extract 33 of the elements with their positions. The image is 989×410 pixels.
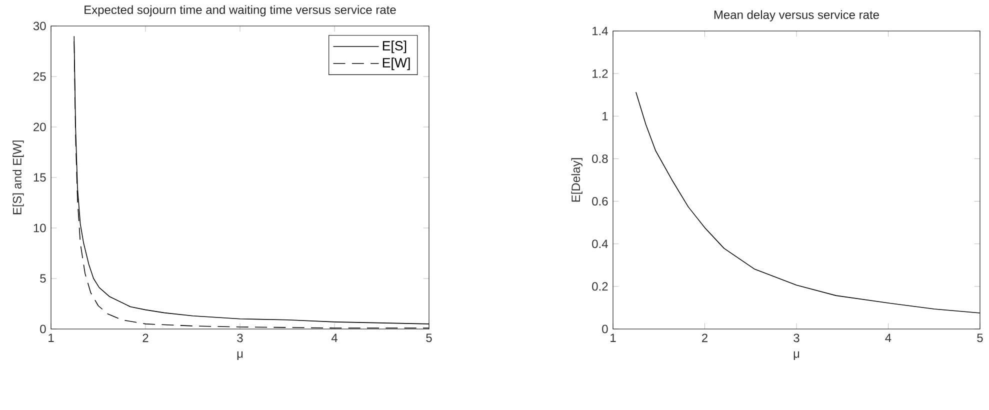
x-tick-label: 2 — [702, 334, 708, 342]
x-tick-label: 4 — [331, 334, 338, 342]
legend-label: E[S] — [382, 40, 406, 54]
x-tick-label: 3 — [237, 334, 243, 342]
x-tick-label: 1 — [610, 334, 616, 342]
legend-label: E[W] — [382, 58, 410, 70]
y-tick-label: 20 — [34, 122, 46, 132]
x-tick-label: 4 — [885, 334, 892, 342]
x-axis-title: μ — [237, 351, 243, 360]
chart-title: Expected sojourn time and waiting time versus service rate — [84, 5, 396, 16]
y-tick-label: 0.6 — [592, 197, 608, 206]
x-tick-label: 5 — [426, 334, 432, 342]
x-axis-title: μ — [794, 351, 800, 360]
y-tick-label: 15 — [34, 173, 46, 182]
y-tick-label: 1.2 — [592, 69, 608, 78]
y-tick-label: 0 — [602, 324, 608, 334]
y-axis-title: E[S] and E[W] — [12, 140, 24, 214]
y-tick-label: 0 — [40, 324, 46, 334]
y-tick-label: 25 — [34, 72, 46, 81]
y-tick-label: 0.4 — [592, 240, 608, 248]
x-tick-label: 2 — [142, 334, 148, 342]
y-axis-title: E[Delay] — [571, 158, 582, 202]
chart-title: Mean delay versus service rate — [714, 10, 879, 22]
y-tick-label: 0.2 — [592, 282, 608, 291]
x-tick-label: 5 — [977, 334, 983, 342]
y-tick-label: 30 — [33, 22, 46, 30]
y-tick-label: 0.8 — [592, 154, 608, 163]
y-tick-label: 10 — [34, 224, 46, 232]
y-tick-label: 1 — [602, 112, 608, 120]
y-tick-label: 5 — [40, 274, 46, 283]
y-tick-label: 1.4 — [592, 26, 608, 36]
x-tick-label: 3 — [794, 334, 800, 342]
x-tick-label: 1 — [48, 334, 54, 342]
